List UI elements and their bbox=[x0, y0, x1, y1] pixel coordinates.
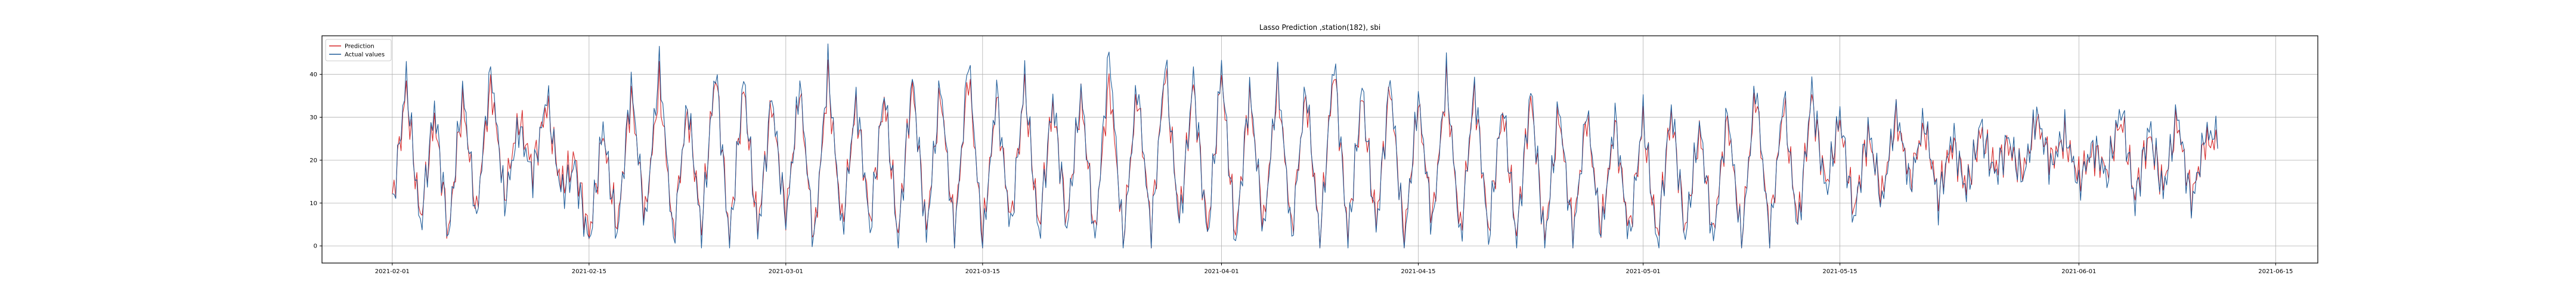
x-tick-label: 2021-05-15 bbox=[1823, 268, 1857, 275]
legend-label-actual: Actual values bbox=[345, 52, 385, 58]
x-tick-label: 2021-05-01 bbox=[1626, 268, 1661, 275]
x-tick-label: 2021-06-15 bbox=[2258, 268, 2293, 275]
x-tick-label: 2021-06-01 bbox=[2061, 268, 2096, 275]
tick-labels: 2021-02-01 2021-02-15 2021-03-01 2021-03-15… bbox=[309, 72, 2293, 275]
y-tick-label: 20 bbox=[309, 157, 317, 164]
axes-frame bbox=[321, 35, 2318, 264]
x-tick-label: 2021-04-15 bbox=[1401, 268, 1435, 275]
y-tick-label: 10 bbox=[309, 200, 317, 207]
legend-label-prediction: Prediction bbox=[345, 44, 374, 50]
chart-title: Lasso Prediction ,station(182), sbi bbox=[1259, 23, 1380, 32]
y-tick-label: 40 bbox=[309, 72, 317, 78]
x-tick-label: 2021-02-15 bbox=[572, 268, 606, 275]
y-tick-label: 30 bbox=[309, 115, 317, 121]
x-tick-label: 2021-03-01 bbox=[769, 268, 803, 275]
series-line-actual bbox=[392, 43, 2218, 249]
series-lines bbox=[392, 43, 2218, 249]
y-tick-label: 0 bbox=[314, 243, 317, 250]
x-tick-label: 2021-03-15 bbox=[965, 268, 1000, 275]
x-tick-label: 2021-04-01 bbox=[1204, 268, 1239, 275]
x-tick-label: 2021-02-01 bbox=[375, 268, 410, 275]
legend: Prediction Actual values bbox=[325, 39, 392, 61]
legend-box bbox=[325, 39, 392, 61]
